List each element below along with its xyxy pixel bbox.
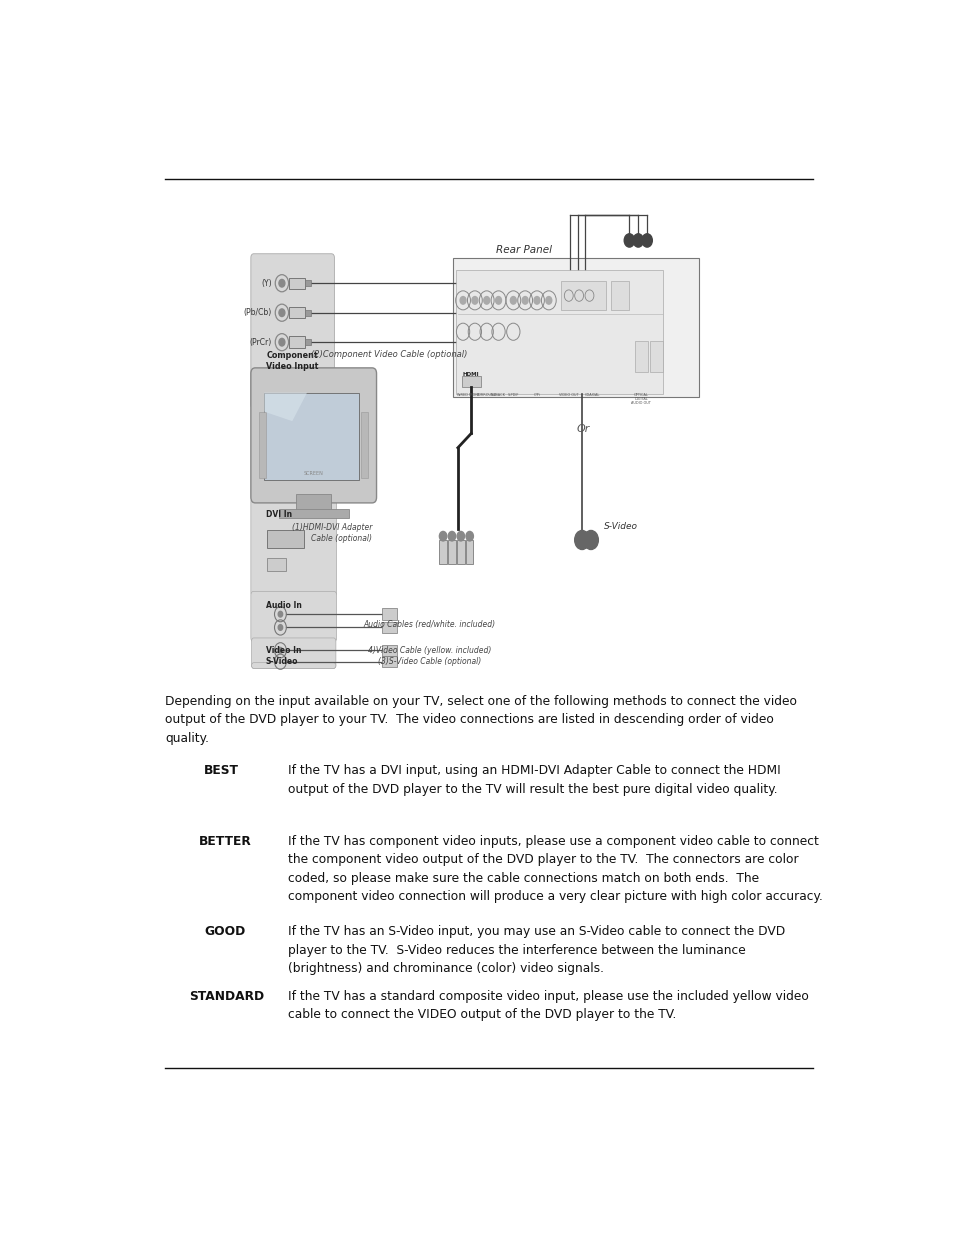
Polygon shape (280, 498, 305, 501)
Circle shape (483, 296, 489, 304)
Text: S-PDIF: S-PDIF (507, 393, 518, 396)
Text: (1)HDMI-DVI Adapter
Cable (optional): (1)HDMI-DVI Adapter Cable (optional) (292, 524, 372, 543)
Text: (Y): (Y) (261, 279, 272, 288)
Text: Component
Video Input: Component Video Input (266, 351, 318, 372)
Text: HDMI: HDMI (462, 372, 478, 377)
Bar (278, 509, 349, 519)
FancyBboxPatch shape (252, 638, 335, 668)
Bar (305, 340, 311, 345)
Text: DVI In: DVI In (265, 510, 292, 519)
Text: SURROUND: SURROUND (476, 393, 497, 396)
FancyBboxPatch shape (251, 592, 336, 642)
Circle shape (574, 531, 589, 550)
Text: (PrCr): (PrCr) (249, 337, 272, 347)
Text: (2)Component Video Cable (optional): (2)Component Video Cable (optional) (311, 350, 467, 359)
Text: FRONT: FRONT (468, 393, 480, 396)
Text: SL/BACK: SL/BACK (491, 393, 505, 396)
Bar (462, 377, 480, 387)
Circle shape (623, 233, 634, 247)
Bar (381, 609, 396, 620)
Text: If the TV has a DVI input, using an HDMI-DVI Adapter Cable to connect the HDMI
o: If the TV has a DVI input, using an HDMI… (288, 764, 780, 795)
Text: GOOD: GOOD (204, 925, 245, 939)
Text: Depending on the input available on your TV, select one of the following methods: Depending on the input available on your… (165, 695, 797, 745)
Circle shape (534, 296, 539, 304)
Bar (381, 656, 396, 667)
Bar (381, 621, 396, 634)
Bar (381, 645, 396, 656)
Bar (465, 540, 473, 563)
Circle shape (521, 296, 528, 304)
Bar (245, 182, 706, 667)
Bar (288, 308, 305, 319)
Text: SCREEN: SCREEN (303, 471, 323, 475)
Circle shape (545, 296, 551, 304)
Text: 4)Video Cable (yellow. included): 4)Video Cable (yellow. included) (368, 646, 491, 655)
Text: OPTICAL
DIGITAL
AUDIO OUT: OPTICAL DIGITAL AUDIO OUT (631, 393, 651, 405)
Text: C/Pi: C/Pi (533, 393, 539, 396)
Text: S-Video: S-Video (265, 657, 298, 666)
Text: Audio In: Audio In (265, 601, 301, 610)
Circle shape (278, 611, 282, 618)
Bar (456, 540, 464, 563)
Circle shape (278, 625, 282, 630)
Text: S-Video: S-Video (603, 522, 637, 531)
Bar (456, 270, 662, 394)
Circle shape (448, 531, 456, 541)
Bar (448, 540, 456, 563)
Bar (634, 341, 647, 372)
Circle shape (633, 233, 642, 247)
Text: Or: Or (577, 424, 590, 433)
Circle shape (439, 531, 446, 541)
FancyBboxPatch shape (251, 368, 376, 503)
Circle shape (278, 338, 285, 346)
Circle shape (472, 296, 477, 304)
Bar (288, 336, 305, 348)
FancyBboxPatch shape (252, 663, 335, 668)
Text: If the TV has an S-Video input, you may use an S-Video cable to connect the DVD
: If the TV has an S-Video input, you may … (288, 925, 784, 976)
Circle shape (278, 279, 285, 287)
Circle shape (583, 531, 598, 550)
Bar (305, 280, 311, 287)
Text: STANDARD: STANDARD (190, 989, 264, 1003)
Bar (453, 258, 699, 398)
Text: Audio Cables (red/white. included): Audio Cables (red/white. included) (363, 620, 496, 629)
Bar (439, 540, 446, 563)
Text: (Pb/Cb): (Pb/Cb) (243, 309, 272, 317)
Polygon shape (264, 393, 307, 421)
Bar (264, 393, 358, 480)
Circle shape (641, 233, 652, 247)
Bar (360, 411, 368, 478)
Circle shape (510, 296, 516, 304)
Text: BETTER: BETTER (199, 835, 252, 847)
Circle shape (278, 647, 282, 653)
Circle shape (456, 531, 464, 541)
FancyBboxPatch shape (251, 253, 335, 409)
Text: If the TV has component video inputs, please use a component video cable to conn: If the TV has component video inputs, pl… (288, 835, 821, 903)
Text: WIRED: WIRED (456, 393, 469, 396)
Bar (288, 278, 305, 289)
Bar (649, 341, 662, 372)
Circle shape (459, 296, 465, 304)
Circle shape (278, 309, 285, 316)
Circle shape (495, 296, 501, 304)
Bar (267, 558, 285, 572)
Text: Rear Panel: Rear Panel (496, 245, 552, 254)
Polygon shape (280, 405, 305, 433)
Bar (267, 531, 304, 547)
Text: (3)S-Video Cable (optional): (3)S-Video Cable (optional) (377, 657, 481, 666)
Bar (305, 310, 311, 316)
Text: If the TV has a standard composite video input, please use the included yellow v: If the TV has a standard composite video… (288, 989, 808, 1021)
Text: BEST: BEST (204, 764, 239, 777)
Text: Video In: Video In (265, 646, 301, 655)
Text: COAXIAL: COAXIAL (584, 393, 599, 396)
FancyBboxPatch shape (251, 498, 336, 597)
Bar (258, 411, 266, 478)
Circle shape (465, 531, 473, 541)
Bar (560, 282, 605, 310)
Text: VIDEO OUT: VIDEO OUT (558, 393, 578, 396)
Bar (295, 494, 331, 511)
Bar (610, 282, 629, 310)
